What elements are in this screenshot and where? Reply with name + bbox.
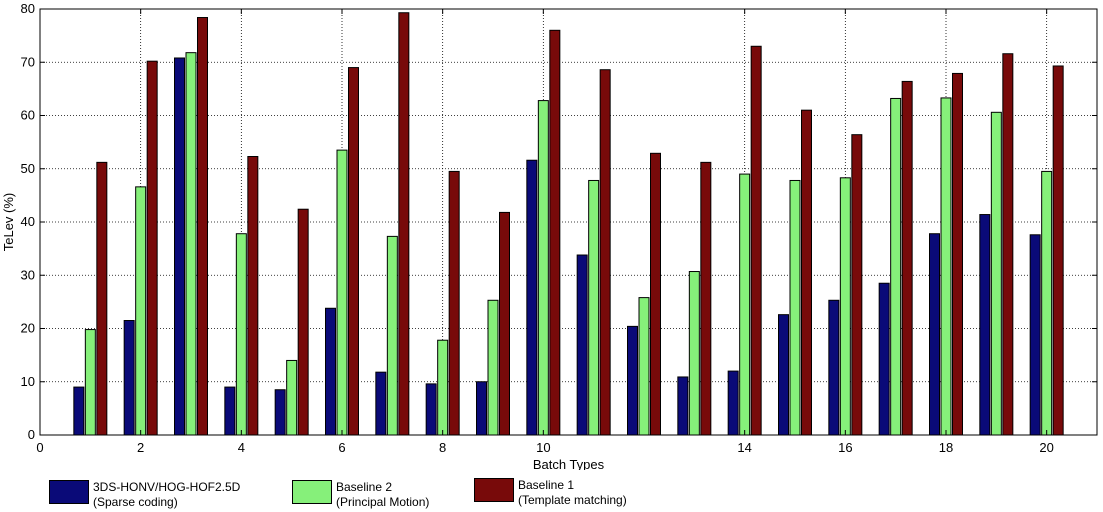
- legend-label-line: (Principal Motion): [336, 495, 430, 509]
- x-tick-label: 10: [536, 440, 550, 455]
- bar-series-1-cat-14: [727, 370, 739, 436]
- bar-series-1-cat-18: [929, 233, 940, 436]
- y-tick-label: 80: [21, 1, 35, 16]
- bar-series-3-cat-8: [448, 170, 460, 436]
- bar-series-3-cat-4: [247, 156, 259, 436]
- bars: [73, 12, 1064, 436]
- legend-label-line: (Template matching): [518, 493, 627, 507]
- bar-series-1-cat-8: [425, 383, 437, 436]
- bar-series-3-cat-7: [398, 12, 410, 436]
- bar-series-3-cat-11: [599, 69, 611, 436]
- bar-series-3-cat-14: [750, 45, 762, 436]
- bar-series-2-cat-6: [336, 149, 348, 436]
- legend-label-line: (Sparse coding): [93, 495, 178, 509]
- bar-series-1-cat-19: [979, 214, 991, 436]
- bar-series-1-cat-10: [526, 159, 538, 436]
- bar-series-3-cat-13: [700, 161, 712, 436]
- bar-series-3-cat-20: [1052, 65, 1064, 436]
- bar-series-3-cat-17: [901, 80, 913, 436]
- bar-series-1-cat-9: [476, 381, 487, 436]
- bar-series-1-cat-1: [73, 386, 85, 436]
- bar-series-3-cat-15: [801, 109, 812, 436]
- y-tick-label: 20: [21, 321, 35, 336]
- legend-swatch-series-3: [474, 478, 514, 502]
- x-tick-label: 18: [939, 440, 953, 455]
- bar-series-1-cat-2: [123, 320, 135, 436]
- bar-series-2-cat-11: [588, 179, 600, 436]
- bar-series-1-cat-15: [778, 314, 789, 436]
- y-tick-label: 30: [21, 267, 35, 282]
- y-tick-label: 40: [21, 214, 35, 229]
- bar-series-2-cat-15: [789, 179, 801, 436]
- bar-series-2-cat-4: [235, 233, 247, 436]
- x-tick-label: 0: [36, 440, 43, 455]
- bar-series-3-cat-19: [1002, 53, 1014, 436]
- x-tick-label: 16: [838, 440, 852, 455]
- bar-series-3-cat-12: [650, 152, 661, 436]
- bar-series-2-cat-5: [286, 359, 298, 436]
- bar-series-3-cat-3: [197, 17, 208, 436]
- bar-series-1-cat-3: [174, 57, 185, 436]
- bar-series-1-cat-5: [274, 389, 286, 436]
- bar-series-2-cat-3: [185, 52, 197, 436]
- bar-series-2-cat-18: [940, 97, 952, 436]
- legend-label-line: 3DS-HONV/HOG-HOF2.5D: [93, 480, 241, 494]
- bar-series-3-cat-16: [851, 134, 863, 436]
- legend-label-series-2: Baseline 2 (Principal Motion): [336, 480, 429, 510]
- bar-series-2-cat-16: [839, 177, 851, 436]
- bar-series-2-cat-20: [1041, 170, 1053, 436]
- legend-item-series-2: Baseline 2 (Principal Motion): [292, 480, 429, 510]
- legend-label-line: Baseline 2: [336, 480, 393, 494]
- x-tick-label: 8: [439, 440, 446, 455]
- y-tick-label: 60: [21, 108, 35, 123]
- bar-series-2-cat-2: [135, 186, 147, 436]
- bar-series-2-cat-12: [638, 297, 650, 436]
- bar-series-3-cat-10: [549, 29, 561, 436]
- bar-series-1-cat-4: [224, 386, 236, 436]
- x-tick-label: 20: [1039, 440, 1053, 455]
- x-tick-label: 2: [137, 440, 144, 455]
- bar-series-1-cat-6: [325, 307, 336, 436]
- y-tick-label: 0: [28, 427, 35, 442]
- bar-series-3-cat-6: [348, 67, 359, 436]
- bar-series-2-cat-17: [890, 97, 902, 436]
- bar-series-3-cat-5: [297, 208, 309, 436]
- bar-series-1-cat-17: [878, 282, 890, 436]
- axis-ticks: 0 10 20 30 40 50 60 70 80 0 2 4 6 8 10 14 16 18 20: [21, 1, 1097, 455]
- bar-series-2-cat-1: [84, 329, 96, 436]
- legend-label-series-1: 3DS-HONV/HOG-HOF2.5D (Sparse coding): [93, 480, 240, 510]
- legend-item-series-1: 3DS-HONV/HOG-HOF2.5D (Sparse coding): [49, 480, 240, 510]
- y-axis-label: TeLev (%): [1, 193, 16, 252]
- bar-series-2-cat-8: [437, 339, 449, 436]
- bar-series-3-cat-9: [499, 211, 510, 436]
- bar-series-3-cat-2: [146, 60, 158, 436]
- bar-series-1-cat-13: [677, 376, 689, 436]
- bar-series-2-cat-14: [739, 173, 751, 436]
- x-axis-label: Batch Types: [533, 457, 605, 470]
- legend-label-line: Baseline 1: [518, 478, 575, 492]
- y-tick-label: 10: [21, 374, 35, 389]
- bar-series-1-cat-11: [576, 254, 588, 436]
- x-tick-label: 14: [737, 440, 751, 455]
- bar-series-2-cat-19: [990, 111, 1002, 436]
- legend-item-series-3: Baseline 1 (Template matching): [474, 478, 627, 508]
- bar-series-3-cat-1: [96, 161, 108, 436]
- bar-series-2-cat-7: [386, 235, 398, 436]
- legend-swatch-series-1: [49, 480, 89, 504]
- x-tick-label: 4: [238, 440, 245, 455]
- bar-series-2-cat-10: [537, 100, 549, 436]
- y-tick-label: 70: [21, 54, 35, 69]
- bar-series-1-cat-16: [828, 299, 840, 436]
- y-tick-label: 50: [21, 161, 35, 176]
- bar-series-2-cat-13: [688, 271, 700, 436]
- bar-series-1-cat-12: [627, 325, 638, 436]
- legend-label-series-3: Baseline 1 (Template matching): [518, 478, 627, 508]
- bar-series-2-cat-9: [487, 299, 499, 436]
- bar-series-1-cat-7: [375, 371, 387, 436]
- bar-series-1-cat-20: [1029, 234, 1041, 436]
- x-tick-label: 6: [338, 440, 345, 455]
- bar-chart: 0 10 20 30 40 50 60 70 80 0 2 4 6 8 10 14 16 18 20 Batch T…: [1, 1, 1098, 470]
- legend-swatch-series-2: [292, 480, 332, 504]
- bar-series-3-cat-18: [952, 72, 963, 436]
